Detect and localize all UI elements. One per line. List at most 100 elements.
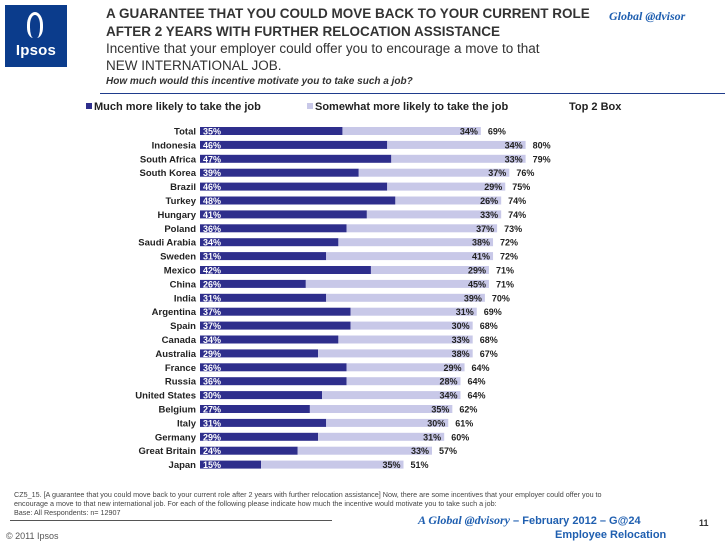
bar-somewhat-more	[350, 321, 473, 330]
data-label-top-2-box: 68%	[480, 335, 498, 345]
bar-much-more	[200, 460, 262, 469]
data-label-somewhat-more: 33%	[480, 210, 498, 220]
data-label-somewhat-more: 45%	[468, 279, 486, 289]
data-label-much-more: 26%	[203, 279, 221, 289]
category-label: Sweden	[160, 252, 196, 263]
bar-much-more	[200, 154, 392, 163]
bar-somewhat-more	[387, 140, 526, 149]
data-label-top-2-box: 64%	[467, 391, 485, 401]
data-label-somewhat-more: 33%	[452, 335, 470, 345]
data-label-top-2-box: 68%	[480, 321, 498, 331]
category-label: Italy	[177, 418, 197, 429]
data-label-top-2-box: 70%	[492, 293, 510, 303]
brand-date: – February 2012 – G@24	[510, 515, 641, 527]
bar-somewhat-more	[322, 391, 461, 400]
legend-swatch-much-more	[86, 103, 92, 109]
bar-much-more	[200, 182, 388, 191]
data-label-top-2-box: 71%	[496, 266, 514, 276]
logo-mark-icon	[27, 12, 43, 38]
bar-somewhat-more	[338, 335, 473, 344]
data-label-top-2-box: 64%	[472, 363, 490, 373]
subtitle-line1: Incentive that your employer could offer…	[106, 41, 540, 56]
category-label: China	[170, 279, 197, 290]
category-label: Total	[174, 127, 196, 138]
bar-somewhat-more	[391, 154, 526, 163]
data-label-much-more: 29%	[203, 432, 221, 442]
data-label-somewhat-more: 30%	[427, 418, 445, 428]
copyright: © 2011 Ipsos	[6, 531, 59, 541]
data-label-much-more: 27%	[203, 405, 221, 415]
bar-much-more	[200, 307, 351, 316]
bar-much-more	[200, 266, 371, 274]
bar-somewhat-more	[297, 446, 432, 455]
bar-much-more	[200, 210, 367, 219]
bar-somewhat-more	[338, 238, 494, 247]
bar-somewhat-more	[346, 224, 498, 233]
bar-somewhat-more	[387, 182, 506, 191]
category-label: Canada	[162, 335, 197, 346]
category-label: India	[174, 293, 197, 304]
bar-much-more	[200, 321, 351, 330]
data-label-much-more: 29%	[203, 349, 221, 359]
category-label: Argentina	[152, 307, 197, 318]
page-title-line1: A GUARANTEE THAT YOU COULD MOVE BACK TO …	[106, 6, 590, 21]
category-label: Poland	[164, 224, 196, 235]
data-label-much-more: 46%	[203, 182, 221, 192]
page-title-line2: AFTER 2 YEARS WITH FURTHER RELOCATION AS…	[106, 24, 501, 39]
data-label-top-2-box: 72%	[500, 252, 518, 262]
category-label: South Korea	[140, 168, 197, 179]
data-label-much-more: 30%	[203, 391, 221, 401]
data-label-somewhat-more: 33%	[411, 446, 429, 456]
data-label-top-2-box: 61%	[455, 418, 473, 428]
data-label-much-more: 24%	[203, 446, 221, 456]
category-label: Saudi Arabia	[138, 238, 196, 249]
data-label-much-more: 47%	[203, 154, 221, 164]
bar-somewhat-more	[305, 279, 489, 288]
category-label: Australia	[155, 349, 196, 360]
legend-label-somewhat-more: Somewhat more likely to take the job	[315, 101, 508, 113]
category-label: France	[165, 363, 196, 374]
bar-somewhat-more	[358, 168, 510, 177]
bar-much-more	[200, 224, 347, 233]
bar-somewhat-more	[318, 432, 445, 441]
category-label: Hungary	[157, 210, 196, 221]
bar-somewhat-more	[326, 293, 485, 302]
data-label-top-2-box: 62%	[459, 405, 477, 415]
category-label: Germany	[155, 432, 197, 443]
bar-much-more	[200, 391, 323, 400]
data-label-much-more: 36%	[203, 377, 221, 387]
category-label: Brazil	[170, 182, 196, 193]
data-label-somewhat-more: 35%	[382, 460, 400, 470]
data-label-somewhat-more: 31%	[456, 307, 474, 317]
legend-swatch-somewhat-more	[307, 103, 313, 109]
bar-somewhat-more	[261, 460, 404, 469]
data-label-much-more: 48%	[203, 196, 221, 206]
data-label-somewhat-more: 29%	[444, 363, 462, 373]
data-label-somewhat-more: 31%	[423, 432, 441, 442]
category-label: Belgium	[159, 405, 196, 416]
category-label: Turkey	[166, 196, 197, 207]
footnote: CZ5_15. [A guarantee that you could move…	[14, 490, 704, 517]
data-label-top-2-box: 51%	[411, 460, 429, 470]
data-label-top-2-box: 60%	[451, 432, 469, 442]
data-label-much-more: 31%	[203, 418, 221, 428]
logo-text: Ipsos	[15, 42, 57, 59]
bar-much-more	[200, 363, 347, 372]
data-label-top-2-box: 74%	[508, 210, 526, 220]
data-label-much-more: 39%	[203, 168, 221, 178]
data-label-somewhat-more: 30%	[452, 321, 470, 331]
data-label-much-more: 36%	[203, 363, 221, 373]
brand-footer: A Global @dvisory – February 2012 – G@24	[418, 513, 641, 528]
data-label-top-2-box: 76%	[516, 168, 534, 178]
data-label-somewhat-more: 34%	[439, 391, 457, 401]
data-label-top-2-box: 73%	[504, 224, 522, 234]
stacked-bar-chart: Much more likely to take the job Somewhat…	[86, 101, 622, 471]
page-number: 11	[699, 518, 709, 528]
bar-somewhat-more	[370, 266, 489, 274]
bar-much-more	[200, 377, 347, 386]
bar-somewhat-more	[318, 349, 473, 358]
category-label: Great Britain	[138, 446, 196, 457]
category-label: Japan	[169, 460, 197, 471]
data-label-much-more: 35%	[203, 127, 221, 137]
category-label: United States	[135, 391, 196, 402]
